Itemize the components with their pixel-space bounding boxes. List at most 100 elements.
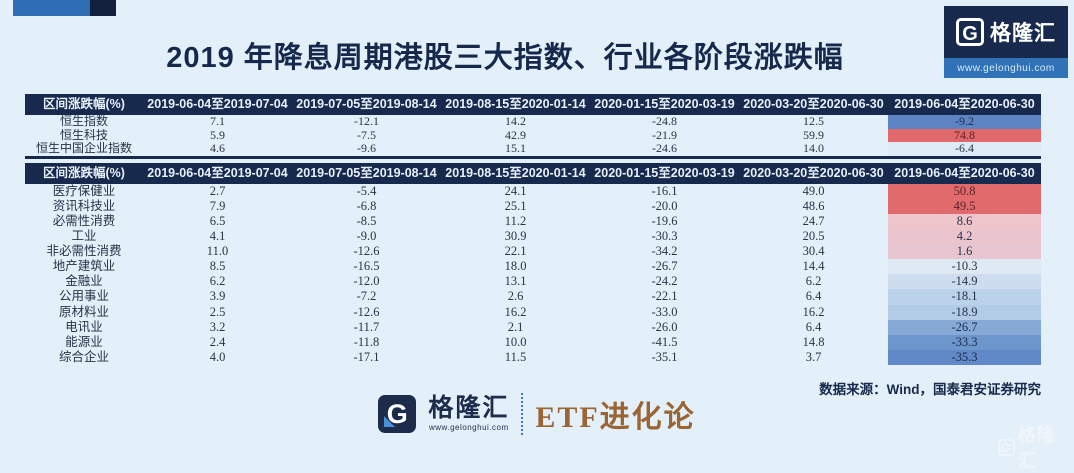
value-cell: -6.8 <box>356 198 377 213</box>
value-cell: -12.0 <box>353 274 380 289</box>
value-cell: -16.5 <box>353 259 380 274</box>
value-cell: 22.1 <box>504 244 527 259</box>
table-row: 原材料业 2.5 -12.6 16.2 -33.0 16.2 -18.9 <box>25 304 1041 320</box>
gelonghui-logo: G 格隆汇 www.gelonghui.com <box>944 6 1068 78</box>
total-cell: 74.8 <box>888 128 1041 143</box>
total-cell: -33.3 <box>888 334 1041 350</box>
value-cell: -21.9 <box>652 128 677 142</box>
value-cell: -12.1 <box>354 115 379 128</box>
bottom-brand-bar: G 格隆汇 www.gelonghui.com ETF进化论 <box>0 392 1074 436</box>
value-cell: -12.6 <box>353 244 380 259</box>
table-row: 资讯科技业 7.9 -6.8 25.1 -20.0 48.6 49.5 <box>25 198 1041 214</box>
total-cell: -9.2 <box>888 115 1041 129</box>
value-cell: 3.7 <box>805 349 822 364</box>
column-header: 2019-07-05至2019-08-14 <box>296 165 437 180</box>
value-cell: -11.8 <box>353 334 380 349</box>
value-cell: -26.0 <box>651 319 678 334</box>
value-cell: 24.1 <box>504 183 527 198</box>
row-label: 必需性消费 <box>52 213 116 228</box>
total-cell: -6.4 <box>888 142 1041 156</box>
row-label: 公用事业 <box>58 289 109 304</box>
value-cell: 2.5 <box>209 304 226 319</box>
row-label: 综合企业 <box>58 349 109 364</box>
total-cell: -26.7 <box>888 319 1041 335</box>
value-cell: 3.9 <box>209 289 226 304</box>
table-header-row: 区间涨跌幅(%) 2019-06-04至2019-07-04 2019-07-05至… <box>25 162 1041 184</box>
value-cell: 49.0 <box>802 183 825 198</box>
column-header: 2020-01-15至2020-03-19 <box>594 165 735 180</box>
value-cell: 6.5 <box>209 213 226 228</box>
logo-url: www.gelonghui.com <box>944 58 1068 78</box>
value-cell: -24.2 <box>651 274 678 289</box>
value-cell: 10.0 <box>504 334 527 349</box>
logo-brand-name: 格隆汇 <box>990 22 1056 45</box>
table-row: 医疗保健业 2.7 -5.4 24.1 -16.1 49.0 50.8 <box>25 183 1041 199</box>
total-cell: -18.9 <box>888 304 1041 320</box>
value-cell: -8.5 <box>356 213 377 228</box>
column-header: 2020-01-15至2020-03-19 <box>594 97 735 111</box>
value-cell: -22.1 <box>651 289 678 304</box>
row-label: 非必需性消费 <box>46 244 122 259</box>
table-row: 工业 4.1 -9.0 30.9 -30.3 20.5 4.2 <box>25 229 1041 245</box>
value-cell: -16.1 <box>651 183 678 198</box>
row-label: 能源业 <box>65 334 103 349</box>
table-row: 恒生指数 7.1 -12.1 14.2 -24.8 12.5 -9.2 <box>25 115 1041 129</box>
value-cell: -19.6 <box>651 213 678 228</box>
page-title: 2019 年降息周期港股三大指数、行业各阶段涨跌幅 <box>166 42 844 74</box>
value-cell: 4.0 <box>209 349 226 364</box>
table-row: 公用事业 3.9 -7.2 2.6 -22.1 6.4 -18.1 <box>25 289 1041 305</box>
brand-url: www.gelonghui.com <box>428 423 509 432</box>
table-row: 恒生中国企业指数 4.6 -9.6 15.1 -24.6 14.0 -6.4 <box>25 142 1041 156</box>
total-cell: 1.6 <box>888 244 1041 260</box>
value-cell: -12.6 <box>353 304 380 319</box>
total-cell: 8.6 <box>888 213 1041 230</box>
column-header: 2020-03-20至2020-06-30 <box>743 165 884 180</box>
total-cell: -18.1 <box>888 289 1041 305</box>
value-cell: -7.2 <box>356 289 377 304</box>
table-row: 非必需性消费 11.0 -12.6 22.1 -34.2 30.4 1.6 <box>25 244 1041 260</box>
watermark-text: 格隆汇 <box>1017 425 1056 471</box>
total-cell: 4.2 <box>888 229 1041 245</box>
value-cell: 30.4 <box>802 244 825 259</box>
value-cell: 12.5 <box>803 115 824 128</box>
table-row: 电讯业 3.2 -11.7 2.1 -26.0 6.4 -26.7 <box>25 319 1041 335</box>
logo-box: G 格隆汇 <box>944 6 1068 58</box>
column-header: 区间涨跌幅(%) <box>43 97 125 111</box>
total-cell: -14.9 <box>888 274 1041 290</box>
value-cell: 2.7 <box>209 183 226 198</box>
value-cell: 14.2 <box>505 115 526 128</box>
value-cell: 30.9 <box>504 229 527 244</box>
tables-container: 区间涨跌幅(%) 2019-06-04至2019-07-04 2019-07-05至… <box>25 94 1041 365</box>
value-cell: 4.1 <box>209 229 226 244</box>
table-row: 地产建筑业 8.5 -16.5 18.0 -26.7 14.4 -10.3 <box>25 259 1041 275</box>
column-header: 2019-07-05至2019-08-14 <box>296 97 437 111</box>
brand-text-block: 格隆汇 www.gelonghui.com <box>428 396 509 432</box>
row-label: 医疗保健业 <box>52 183 116 198</box>
column-header: 2020-03-20至2020-06-30 <box>743 97 884 111</box>
index-table: 区间涨跌幅(%) 2019-06-04至2019-07-04 2019-07-05至… <box>25 94 1041 159</box>
value-cell: 4.6 <box>210 142 225 156</box>
watermark-gelonghui: G 格隆汇 <box>998 421 1074 473</box>
column-header: 2019-06-04至2019-07-04 <box>147 165 288 180</box>
total-cell: 49.5 <box>888 198 1041 214</box>
value-cell: 6.2 <box>805 274 822 289</box>
value-cell: -17.1 <box>353 349 380 364</box>
value-cell: -9.0 <box>356 229 377 244</box>
value-cell: 59.9 <box>803 128 824 142</box>
column-header: 2019-06-04至2020-06-30 <box>894 97 1035 111</box>
value-cell: 13.1 <box>504 274 527 289</box>
value-cell: 2.4 <box>209 334 226 349</box>
value-cell: 3.2 <box>209 319 226 334</box>
value-cell: -24.8 <box>652 115 677 128</box>
table-row: 能源业 2.4 -11.8 10.0 -41.5 14.8 -33.3 <box>25 334 1041 350</box>
table-row: 恒生科技 5.9 -7.5 42.9 -21.9 59.9 74.8 <box>25 128 1041 143</box>
value-cell: 24.7 <box>802 213 825 228</box>
value-cell: -9.6 <box>357 142 376 156</box>
column-header: 2019-06-04至2019-07-04 <box>147 97 288 111</box>
row-label: 工业 <box>71 229 97 244</box>
value-cell: 5.9 <box>210 128 225 142</box>
value-cell: -26.7 <box>651 259 678 274</box>
value-cell: 20.5 <box>802 229 825 244</box>
value-cell: 7.9 <box>209 198 226 213</box>
value-cell: 16.2 <box>802 304 825 319</box>
